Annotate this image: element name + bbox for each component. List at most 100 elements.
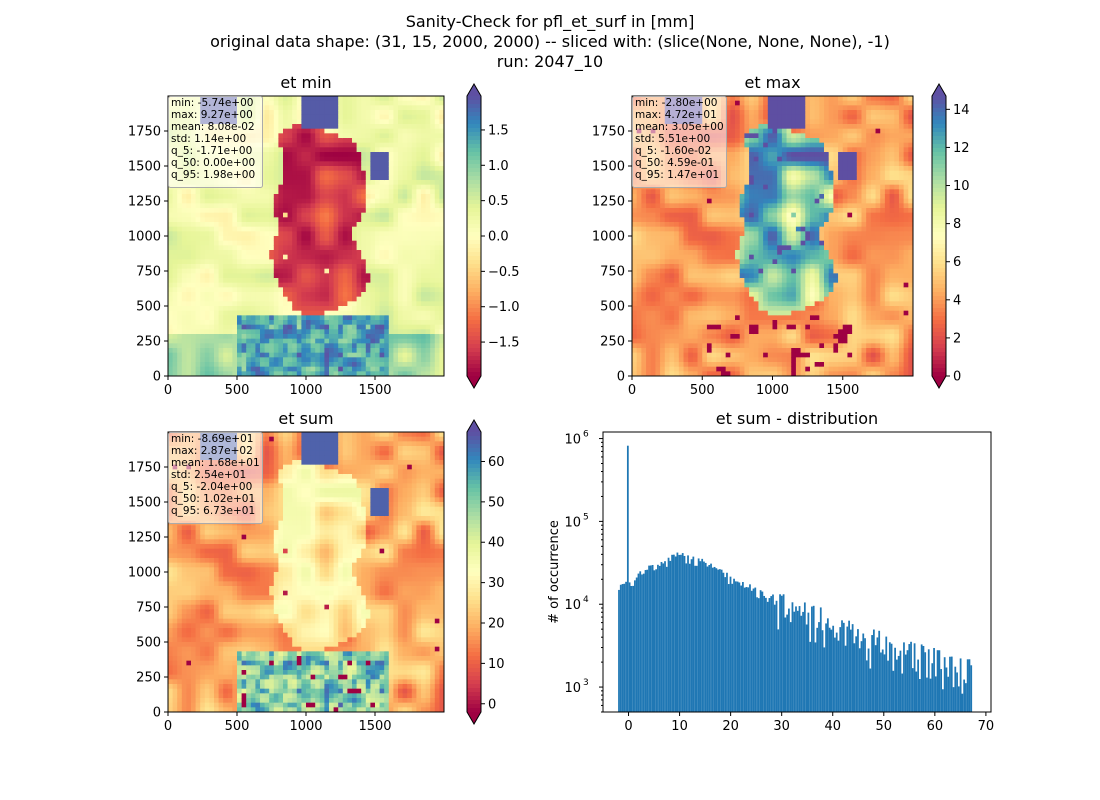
histogram-bars: [618, 445, 973, 712]
histogram-bar: [770, 596, 773, 712]
histogram-bar: [931, 663, 934, 712]
histogram-bar: [823, 647, 826, 712]
histogram-bar: [761, 591, 764, 712]
colorbar-tick-label: 0.5: [488, 194, 509, 209]
histogram-bar: [740, 585, 743, 712]
histogram-bar: [706, 566, 709, 712]
histogram-bar: [919, 678, 921, 712]
x-tick-label: 1000: [289, 383, 322, 398]
figure-title: Sanity-Check for pfl_et_surf in [mm] ori…: [0, 12, 1100, 72]
histogram-bar: [934, 676, 937, 712]
histogram-bar: [658, 565, 661, 712]
x-tick-label: 0: [628, 383, 636, 398]
y-tick-label: 1000: [128, 566, 161, 581]
stats-line: max: 4.72e+01: [635, 109, 717, 121]
histogram-bar: [834, 637, 836, 712]
y-tick-label: 1250: [128, 531, 161, 546]
histogram-bar: [798, 606, 801, 712]
histogram-bar: [857, 629, 859, 712]
histogram-bar: [936, 650, 939, 712]
colorbar-extend-min: [932, 376, 946, 388]
y-tick-label: 750: [600, 265, 625, 280]
histogram-bar: [749, 584, 751, 712]
histogram-bar: [733, 578, 735, 712]
histogram-bar: [754, 587, 757, 712]
histogram-bar: [662, 563, 665, 712]
histogram-bar: [759, 590, 762, 712]
histogram-bar: [970, 665, 973, 712]
histogram-bar: [692, 556, 695, 712]
histogram-bar: [685, 563, 688, 712]
histogram-bar: [699, 561, 702, 712]
colorbar: 0 10 20 30 40 50 60: [466, 419, 505, 725]
stats-line: std: 5.51e+00: [635, 133, 710, 145]
histogram-frame: [602, 431, 992, 713]
histogram-bar: [837, 640, 840, 712]
colorbar-tick-label: 20: [488, 617, 505, 632]
histogram-bar: [773, 604, 776, 712]
y-tick-label: 1750: [592, 125, 625, 140]
x-tick-label: 0: [164, 383, 172, 398]
histogram-bar: [853, 643, 856, 712]
histogram-bar: [819, 607, 822, 712]
y-tick-exponent: 4: [583, 595, 589, 605]
histogram-bar: [780, 595, 783, 712]
histogram-bar: [878, 630, 881, 712]
histogram-bar: [717, 569, 719, 712]
stats-line: max: 9.27e+00: [171, 109, 253, 121]
heatmap-title: et max: [744, 73, 800, 92]
histogram-bar: [924, 652, 927, 712]
histogram-bar: [814, 642, 817, 712]
colorbar-tick-label: −0.5: [488, 265, 520, 280]
stats-line: q_95: 1.98e+00: [171, 169, 255, 181]
histogram-bar: [688, 563, 691, 712]
colorbar-extend-max: [467, 420, 481, 432]
stats-line: min: -2.80e+00: [635, 97, 717, 109]
histogram-bar: [649, 565, 652, 712]
histogram-bar: [812, 605, 815, 712]
stats-line: q_95: 6.73e+01: [171, 505, 255, 517]
x-tick-label: 1500: [358, 383, 391, 398]
colorbar-tick-label: −1.0: [488, 300, 520, 315]
histogram-bar: [724, 577, 727, 712]
colorbar-tick-label: 1.5: [488, 123, 509, 138]
x-tick-label: 500: [690, 383, 715, 398]
x-tick-label: 60: [927, 719, 944, 734]
histogram-bar: [731, 583, 734, 712]
histogram-bar: [766, 601, 769, 712]
histogram-bar: [881, 649, 884, 712]
histogram-bar: [747, 587, 750, 712]
histogram-bar: [887, 660, 889, 712]
histogram-bar: [888, 642, 891, 712]
histogram-bar: [788, 608, 790, 712]
histogram-bar: [940, 669, 943, 712]
y-tick-label: 250: [600, 335, 625, 350]
histogram-bar: [858, 648, 861, 712]
histogram-bar: [899, 650, 902, 712]
histogram-bar: [959, 658, 962, 712]
stats-line: mean: 8.08e-02: [171, 121, 255, 133]
histogram-bar: [628, 582, 631, 712]
histogram-bar: [844, 645, 847, 712]
heatmap-title: et sum: [278, 409, 333, 428]
histogram-bar: [846, 626, 849, 712]
histogram-bar: [779, 594, 781, 712]
histogram-bar: [782, 594, 785, 712]
histogram-bar: [671, 554, 673, 712]
y-tick-label: 500: [600, 300, 625, 315]
histogram-bar: [872, 629, 875, 712]
histogram-bar: [821, 630, 824, 712]
histogram-bar: [965, 683, 967, 712]
x-tick-label: 0: [164, 719, 172, 734]
histogram-bar: [963, 679, 966, 712]
histogram-bar: [634, 580, 636, 712]
stats-box-bg: [168, 432, 263, 524]
histogram-bar: [865, 660, 868, 712]
histogram-bar: [849, 629, 852, 712]
histogram-bar: [621, 584, 624, 712]
histogram-bar: [619, 584, 622, 712]
histogram-bar: [862, 633, 865, 712]
y-tick-label: 1750: [128, 125, 161, 140]
histogram-bar: [711, 567, 714, 712]
